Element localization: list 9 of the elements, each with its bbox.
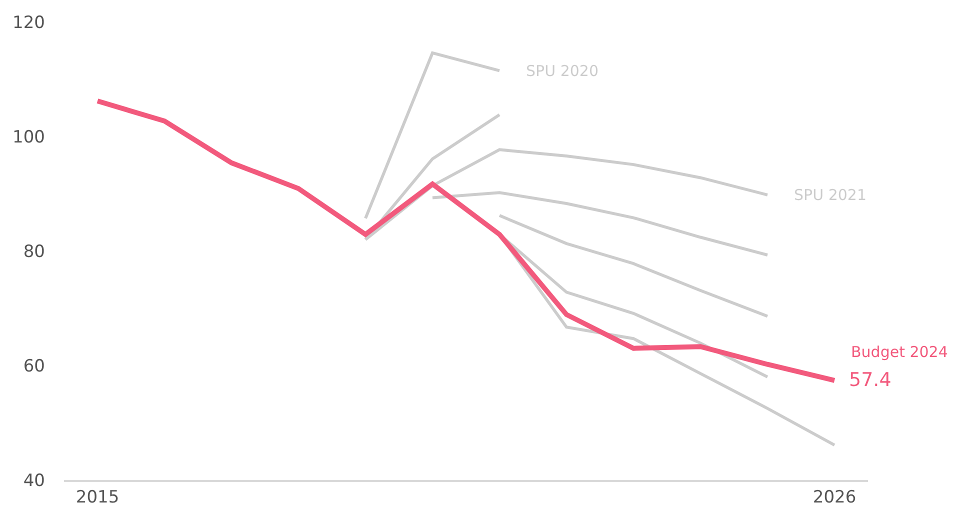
x-tick-label: 2015 xyxy=(76,487,120,508)
y-tick-label: 40 xyxy=(23,470,45,491)
data-label: 57.4 xyxy=(849,369,892,391)
y-tick-label: 120 xyxy=(12,12,45,33)
series-label: Budget 2024 xyxy=(851,343,948,361)
y-tick-label: 100 xyxy=(12,127,45,148)
y-tick-label: 60 xyxy=(23,356,45,376)
x-tick-label: 2026 xyxy=(812,487,856,508)
y-tick-label: 80 xyxy=(23,242,45,262)
